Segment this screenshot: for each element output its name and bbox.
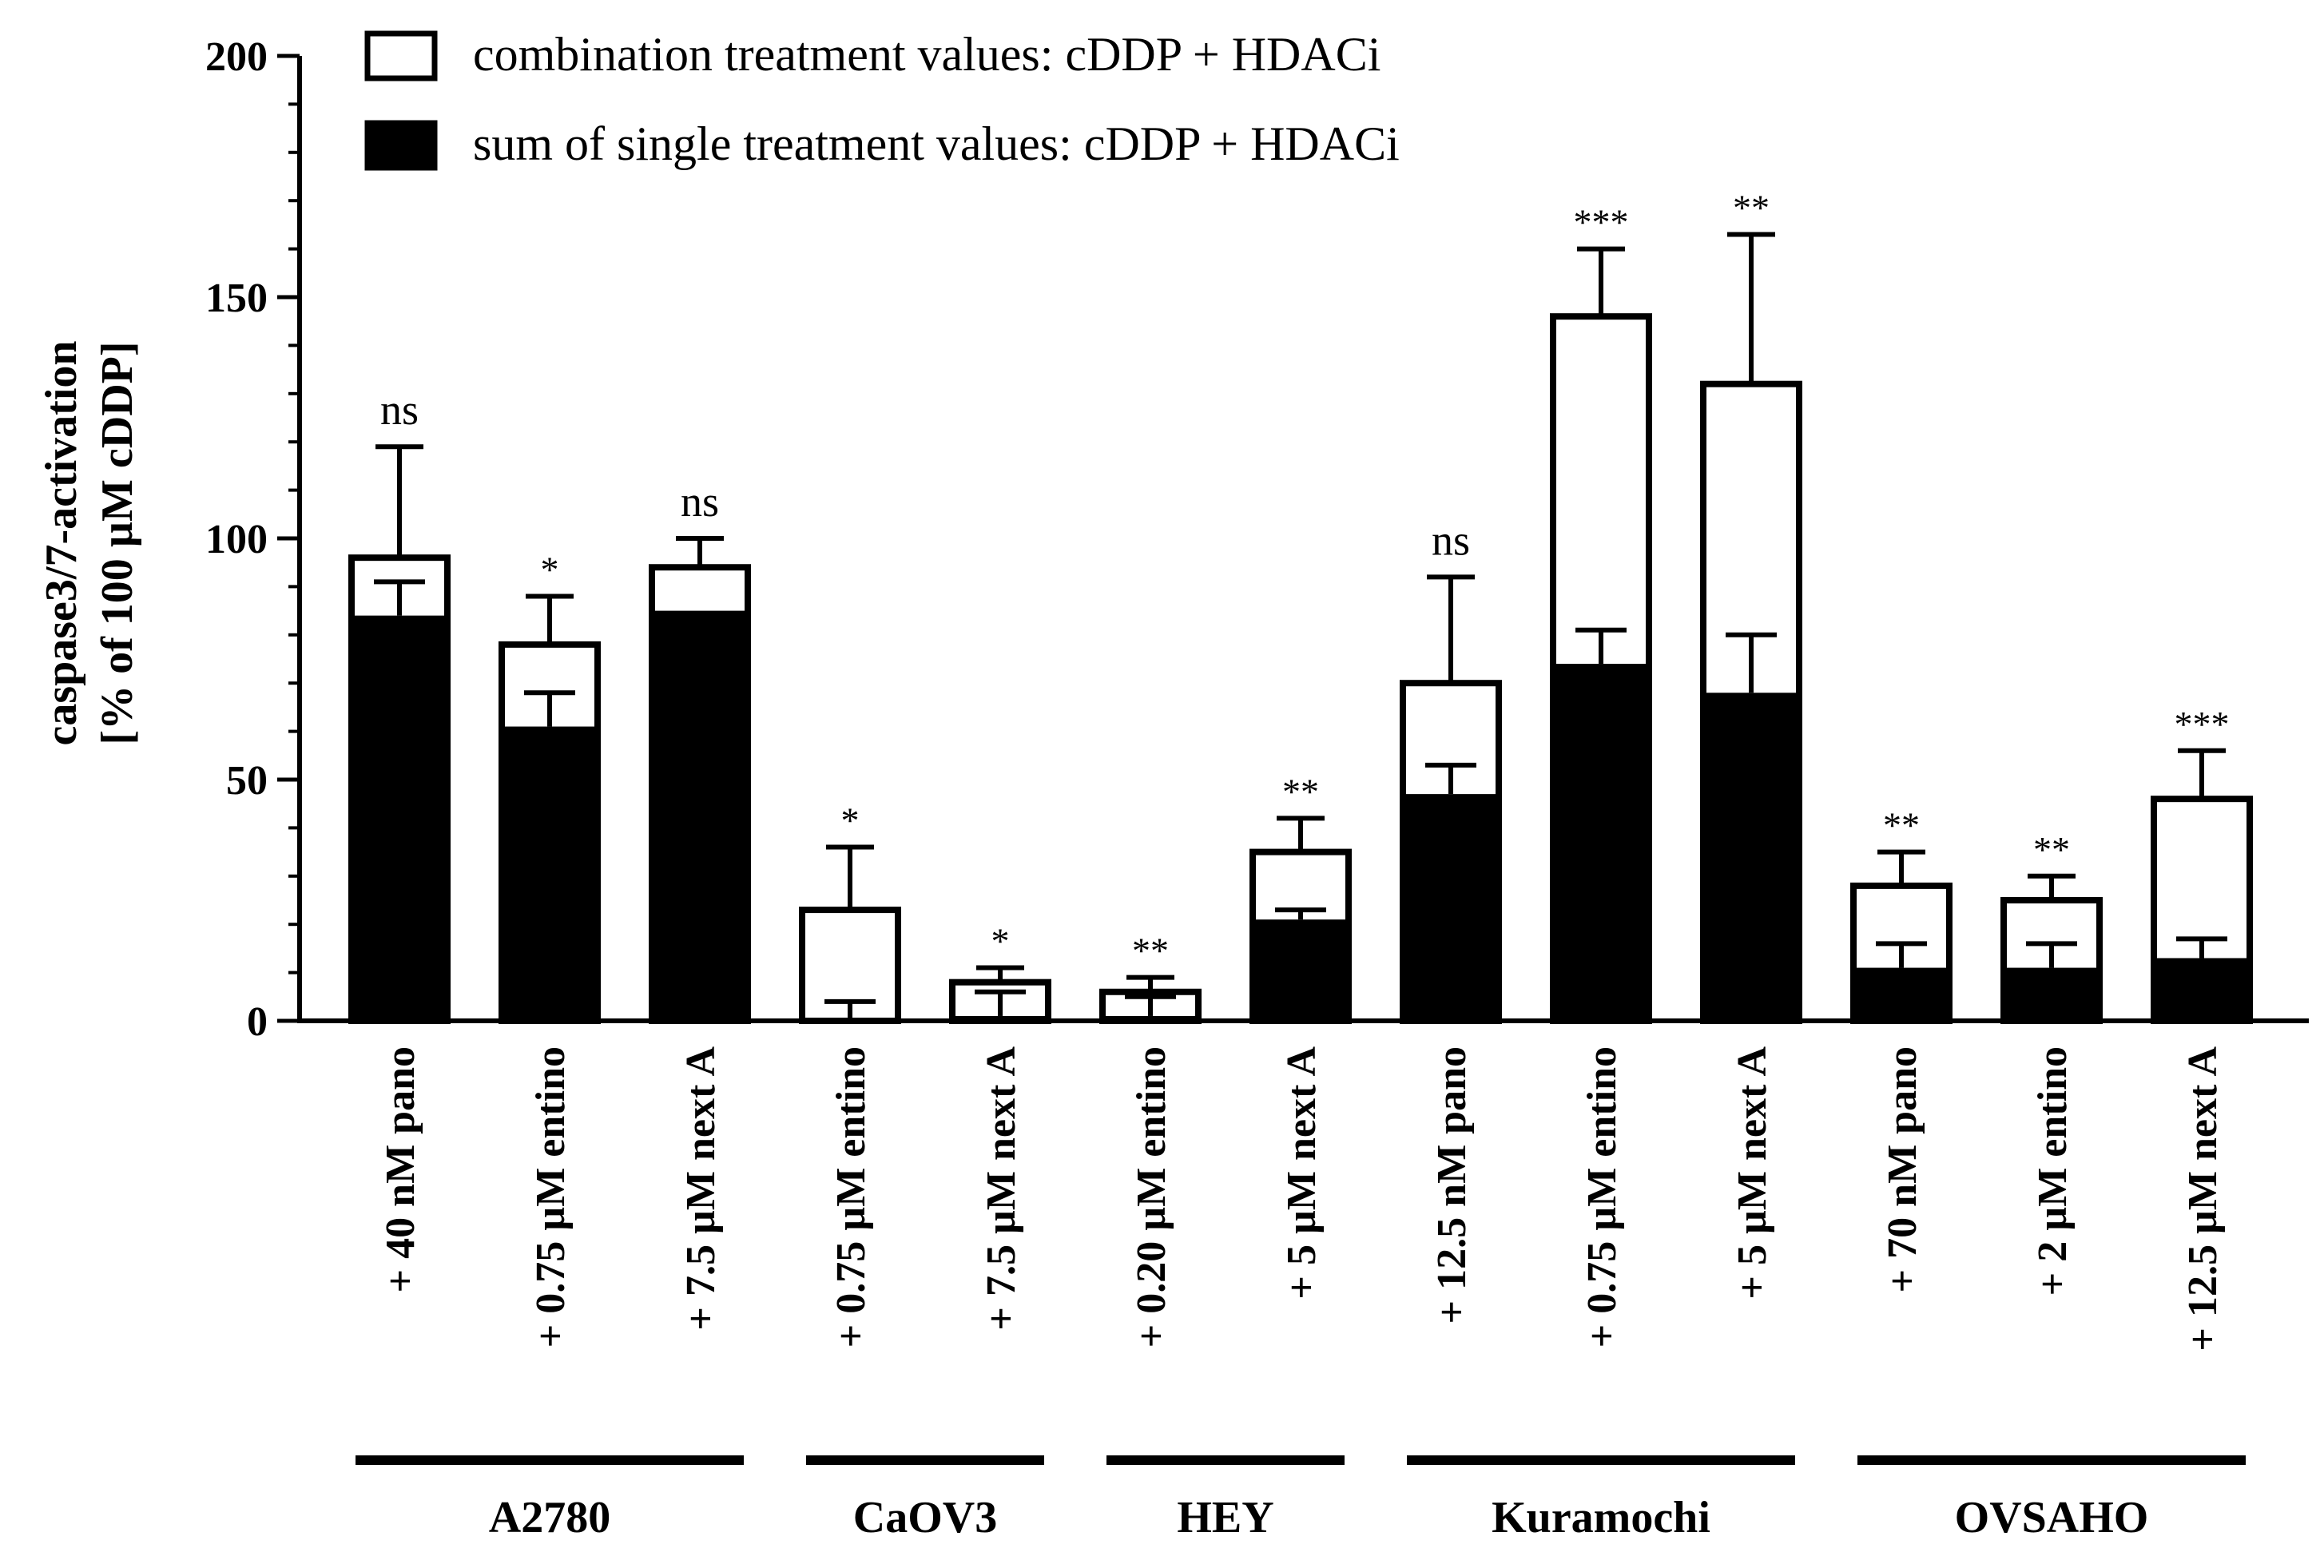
group-line: [356, 1455, 744, 1465]
group-line: [806, 1455, 1044, 1465]
legend-swatch: [364, 120, 438, 171]
group-bracket: HEY: [1106, 1455, 1345, 1542]
group-line: [1407, 1455, 1795, 1465]
x-tick-label: + 0.75 µM entino: [828, 1046, 874, 1348]
sum-bar: [1853, 967, 1949, 1021]
y-axis-label: caspase3/7-activation [% of 100 µM cDDP]: [37, 340, 142, 745]
bar-group: ** + 0.20 µM entino: [1099, 931, 1202, 1348]
x-tick-label: + 5 µM next A: [1730, 1046, 1775, 1300]
sum-bar: [1102, 1015, 1198, 1021]
bar-group: * + 7.5 µM next A: [949, 921, 1051, 1331]
x-tick-label: + 7.5 µM next A: [678, 1046, 724, 1331]
group-bracket: A2780: [356, 1455, 744, 1542]
significance-label: ***: [1574, 202, 1629, 243]
bar-group: *** + 12.5 µM next A: [2151, 704, 2253, 1352]
bar-group: ns + 7.5 µM next A: [649, 478, 751, 1331]
group-bracket: CaOV3: [806, 1455, 1044, 1542]
significance-label: **: [1733, 187, 1770, 228]
bar-group: ns + 40 nM pano: [348, 386, 451, 1292]
significance-label: *: [991, 921, 1010, 962]
group-label: HEY: [1177, 1493, 1273, 1542]
x-tick-label: + 12.5 nM pano: [1429, 1046, 1475, 1324]
sum-bar: [652, 610, 748, 1021]
legend-label: sum of single treatment values: cDDP + H…: [473, 117, 1400, 170]
legend: combination treatment values: cDDP + HDA…: [364, 28, 1400, 171]
group-bracket: Kuramochi: [1407, 1455, 1795, 1542]
group-label: A2780: [489, 1493, 610, 1542]
x-tick-label: + 2 µM entino: [2030, 1046, 2076, 1296]
bar-group: * + 0.75 µM entino: [799, 800, 901, 1348]
x-tick-label: + 5 µM next A: [1279, 1046, 1325, 1300]
bars: ns + 40 nM pano * + 0.75 µM entino ns + 7.5 µ…: [348, 187, 2253, 1352]
legend-item: sum of single treatment values: cDDP + H…: [364, 117, 1400, 171]
x-tick-label: + 0.75 µM entino: [1579, 1046, 1625, 1348]
bar-group: ** + 5 µM next A: [1249, 771, 1352, 1300]
significance-label: **: [2033, 829, 2070, 870]
sum-bar: [502, 726, 598, 1021]
x-tick-label: + 70 nM pano: [1880, 1046, 1925, 1292]
significance-label: ns: [380, 386, 419, 434]
bar-group: ** + 5 µM next A: [1700, 187, 1802, 1300]
group-label: OVSAHO: [1955, 1493, 2149, 1542]
significance-label: *: [841, 800, 860, 841]
significance-label: **: [1883, 805, 1920, 846]
significance-label: *: [541, 549, 559, 589]
bar-group: * + 0.75 µM entino: [499, 549, 601, 1348]
group-line: [1857, 1455, 2246, 1465]
sum-bar: [1703, 693, 1799, 1021]
bar-group: ** + 70 nM pano: [1850, 805, 1953, 1292]
sum-bar: [1253, 919, 1349, 1021]
x-tick-label: + 0.20 µM entino: [1129, 1046, 1174, 1348]
significance-label: ***: [2175, 704, 2230, 744]
group-line: [1106, 1455, 1345, 1465]
y-tick-label: 100: [205, 517, 268, 562]
significance-label: ns: [681, 478, 719, 526]
legend-label: combination treatment values: cDDP + HDA…: [473, 28, 1380, 81]
y-axis-label-line2: [% of 100 µM cDDP]: [93, 341, 142, 744]
y-axis-label-line1: caspase3/7-activation: [37, 340, 86, 745]
bar-group: ** + 2 µM entino: [2000, 829, 2103, 1296]
y-tick-label: 50: [226, 758, 268, 804]
y-tick-label: 200: [205, 34, 268, 80]
legend-item: combination treatment values: cDDP + HDA…: [364, 28, 1380, 81]
sum-bar: [2004, 967, 2100, 1021]
x-tick-label: + 0.75 µM entino: [528, 1046, 574, 1348]
sum-bar: [952, 1015, 1048, 1021]
axes: 0 50 100 150 200: [205, 34, 2309, 1045]
group-label: Kuramochi: [1492, 1493, 1710, 1542]
cell-line-groups: A2780 CaOV3 HEY Kuramochi OVSAHO: [356, 1455, 2246, 1542]
sum-bar: [352, 615, 447, 1021]
significance-label: **: [1132, 931, 1169, 971]
significance-label: ns: [1432, 516, 1470, 564]
bar-group: ns + 12.5 nM pano: [1400, 516, 1502, 1324]
bar-group: *** + 0.75 µM entino: [1550, 202, 1652, 1348]
y-tick-label: 0: [247, 999, 268, 1045]
x-tick-label: + 40 nM pano: [378, 1046, 423, 1292]
x-tick-label: + 12.5 µM next A: [2180, 1046, 2226, 1352]
significance-label: **: [1282, 771, 1319, 812]
group-label: CaOV3: [853, 1493, 997, 1542]
group-bracket: OVSAHO: [1857, 1455, 2246, 1542]
sum-bar: [1553, 664, 1649, 1021]
x-tick-label: + 7.5 µM next A: [979, 1046, 1024, 1331]
y-tick-label: 150: [205, 276, 268, 321]
sum-bar: [1403, 794, 1499, 1021]
legend-swatch: [364, 30, 438, 81]
sum-bar: [2154, 958, 2250, 1021]
